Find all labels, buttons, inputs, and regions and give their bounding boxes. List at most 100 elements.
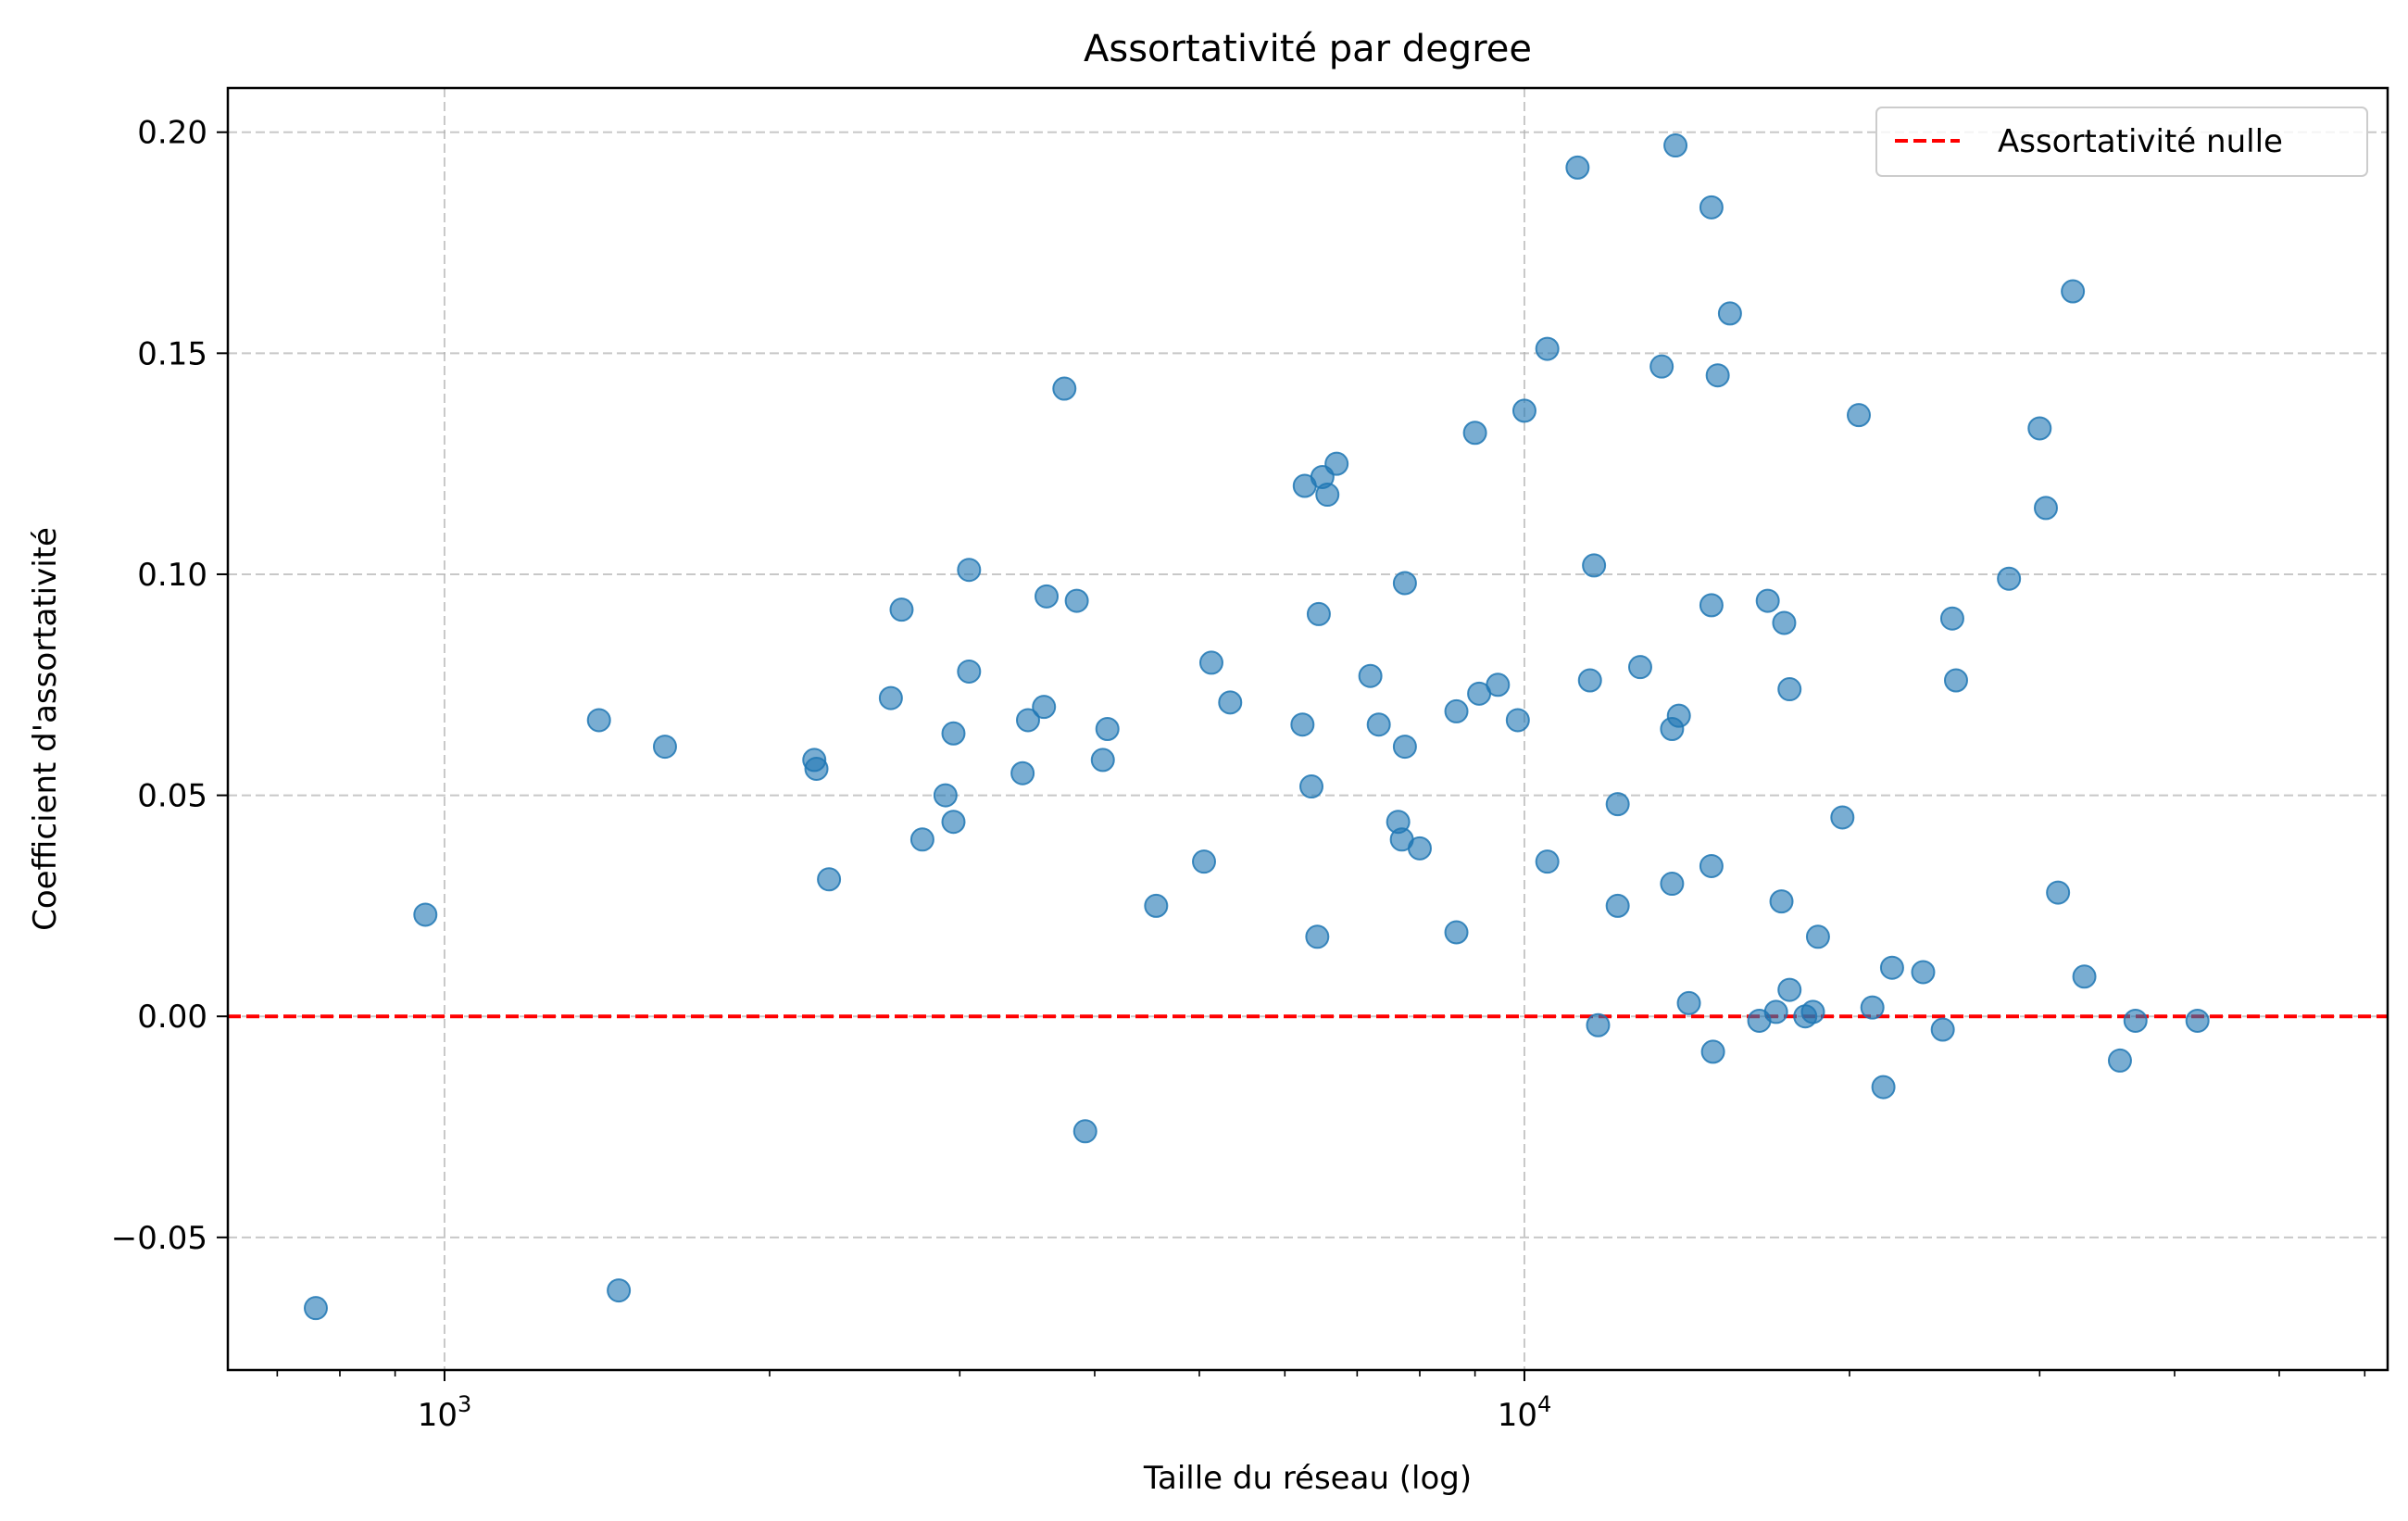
y-axis: −0.05 0.00 0.05 0.10 0.15 0.20 <box>111 115 228 1257</box>
y-tick-label: 0.15 <box>137 335 207 372</box>
data-point <box>1777 977 1802 1002</box>
data-point <box>1324 451 1349 476</box>
data-point <box>1705 363 1730 388</box>
data-point <box>1535 849 1560 874</box>
data-point <box>1565 155 1590 180</box>
data-point <box>1462 421 1487 446</box>
data-point <box>1358 663 1383 688</box>
legend-box <box>1875 107 2368 177</box>
legend-label: Assortativité nulle <box>1998 123 2283 160</box>
data-point <box>941 721 966 746</box>
data-point <box>1315 483 1340 508</box>
data-point <box>1586 1012 1611 1037</box>
data-point <box>2185 1008 2210 1033</box>
data-point <box>1772 610 1797 635</box>
data-point <box>1911 960 1936 985</box>
data-point <box>303 1296 328 1321</box>
data-point <box>1392 571 1417 596</box>
data-point <box>1582 553 1607 578</box>
data-point <box>1777 677 1802 702</box>
data-point <box>2061 279 2086 304</box>
data-point <box>1366 712 1391 737</box>
chart-title: Assortativité par degree <box>1084 28 1532 70</box>
data-point <box>817 867 842 892</box>
data-point <box>1218 690 1243 715</box>
data-point <box>889 597 914 622</box>
data-point <box>1505 708 1530 733</box>
legend: Assortativité nulle <box>1875 107 2368 177</box>
data-points <box>303 133 2210 1321</box>
data-point <box>1299 774 1324 799</box>
data-point <box>1800 999 1825 1024</box>
data-point <box>1605 893 1630 918</box>
data-point <box>878 685 903 710</box>
data-point <box>1290 712 1315 737</box>
data-point <box>1015 708 1040 733</box>
data-point <box>1755 588 1780 613</box>
data-point <box>957 558 982 583</box>
data-point <box>1407 836 1432 861</box>
x-axis: 103 104 <box>418 1370 1552 1434</box>
data-point <box>1095 717 1120 741</box>
data-point <box>1930 1017 1955 1042</box>
data-point <box>1699 853 1724 878</box>
data-point <box>1198 650 1223 675</box>
data-point <box>413 902 438 927</box>
data-point <box>1663 133 1688 158</box>
data-point <box>1700 1039 1725 1064</box>
data-point <box>2123 1008 2148 1033</box>
data-point <box>1392 735 1417 760</box>
data-point <box>1660 872 1685 897</box>
y-axis-title: Coefficient d'assortativité <box>27 527 64 931</box>
data-point <box>2107 1048 2132 1073</box>
data-point <box>1666 703 1691 728</box>
data-point <box>607 1278 632 1303</box>
data-point <box>1769 889 1794 914</box>
data-point <box>1871 1075 1896 1100</box>
data-point <box>1072 1119 1097 1144</box>
x-tick-label: 103 <box>418 1391 472 1434</box>
data-point <box>1486 673 1511 698</box>
data-point <box>1090 748 1115 773</box>
data-point <box>1535 336 1560 361</box>
data-point <box>1997 566 2022 591</box>
data-point <box>1064 588 1089 613</box>
data-point <box>1939 606 1964 631</box>
data-point <box>1305 924 1330 949</box>
y-tick-label: 0.10 <box>137 557 207 594</box>
data-point <box>1192 849 1217 874</box>
data-point <box>1805 924 1830 949</box>
data-point <box>586 708 611 733</box>
data-point <box>1763 999 1788 1024</box>
data-point <box>1676 990 1701 1015</box>
data-point <box>1306 601 1331 626</box>
data-point <box>1830 805 1855 830</box>
data-point <box>1699 195 1724 220</box>
data-point <box>941 810 966 835</box>
data-point <box>1052 376 1077 401</box>
data-point <box>2072 964 2097 989</box>
data-point <box>1717 301 1742 326</box>
data-point <box>909 827 934 852</box>
data-point <box>1511 398 1536 423</box>
y-tick-label: 0.00 <box>137 999 207 1036</box>
y-tick-label: 0.20 <box>137 115 207 152</box>
data-point <box>804 756 829 781</box>
data-point <box>1605 792 1630 817</box>
data-point <box>1699 593 1724 618</box>
data-point <box>1577 668 1602 693</box>
data-point <box>2046 880 2071 905</box>
data-point <box>957 659 982 684</box>
plot-frame <box>226 86 2389 1372</box>
y-tick-label: 0.05 <box>137 778 207 815</box>
data-point <box>1649 354 1674 379</box>
data-point <box>1879 955 1904 980</box>
data-point <box>1846 403 1871 428</box>
data-point <box>1144 893 1169 918</box>
x-tick-label: 104 <box>1498 1391 1552 1434</box>
data-point <box>652 735 677 760</box>
data-point <box>1444 920 1469 945</box>
data-point <box>1035 584 1060 609</box>
